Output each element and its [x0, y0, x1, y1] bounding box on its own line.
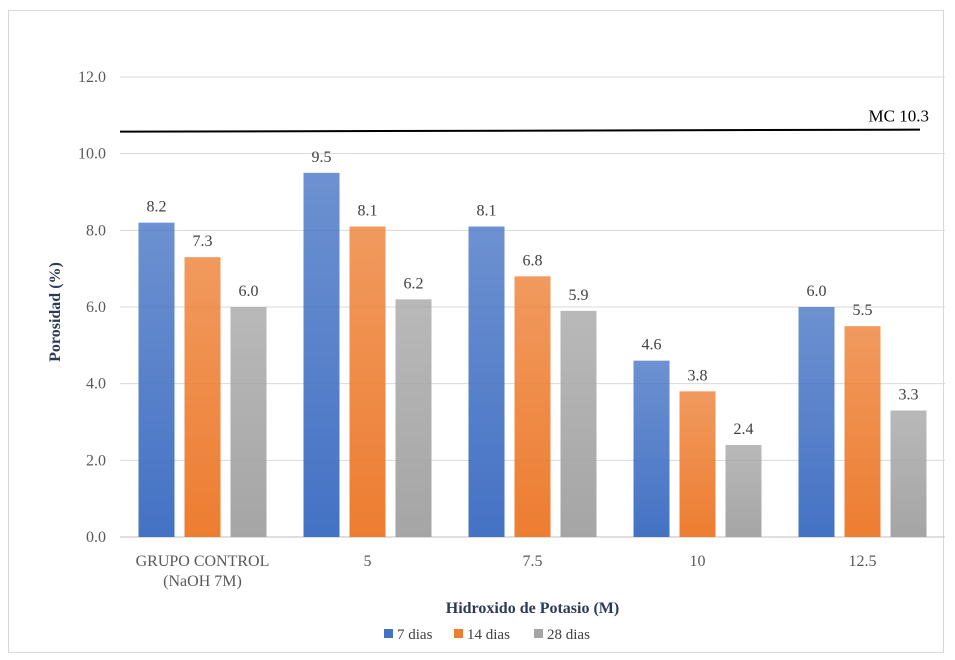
bar	[798, 307, 835, 537]
y-tick-label: 12.0	[78, 69, 106, 86]
bar	[303, 172, 340, 538]
bar	[725, 445, 762, 537]
data-label: 9.5	[312, 149, 332, 166]
data-label: 5.5	[853, 302, 873, 319]
data-label: 8.2	[147, 199, 167, 216]
x-tick-label: 10	[690, 553, 706, 570]
legend-swatch	[454, 629, 463, 638]
data-label: 8.1	[477, 203, 497, 220]
legend-swatch	[534, 629, 543, 638]
data-label: 2.4	[734, 421, 754, 438]
bar	[633, 360, 670, 537]
bar	[679, 391, 716, 537]
legend-label: 14 dias	[467, 627, 510, 643]
reference-line-label: MC 10.3	[869, 107, 929, 126]
x-tick-label: 7.5	[523, 553, 543, 570]
bar	[514, 276, 551, 537]
data-label: 3.3	[899, 387, 919, 404]
legend-label: 28 dias	[547, 627, 590, 643]
bar	[230, 307, 267, 537]
x-tick-label: (NaOH 7M)	[163, 573, 242, 590]
x-tick-label: 5	[364, 553, 372, 570]
bar	[138, 222, 175, 537]
x-tick-label: GRUPO CONTROL	[136, 553, 270, 570]
bar	[560, 310, 597, 537]
data-label: 6.2	[404, 275, 424, 292]
data-label: 4.6	[642, 337, 662, 354]
x-axis-title: Hidroxido de Potasio (M)	[446, 600, 619, 617]
y-tick-label: 4.0	[86, 376, 106, 393]
bar	[395, 299, 432, 537]
data-label: 8.1	[358, 203, 378, 220]
reference-line	[119, 128, 921, 133]
bar	[844, 326, 881, 537]
y-tick-label: 8.0	[86, 222, 106, 239]
data-label: 5.9	[569, 287, 589, 304]
y-axis-title: Porosidad (%)	[47, 262, 64, 362]
y-tick-label: 10.0	[78, 146, 106, 163]
legend-label: 7 dias	[397, 627, 433, 643]
x-tick-label: 12.5	[849, 553, 877, 570]
bar	[468, 226, 505, 537]
data-label: 6.8	[523, 252, 543, 269]
y-tick-label: 6.0	[86, 299, 106, 316]
y-tick-label: 2.0	[86, 452, 106, 469]
data-label: 3.8	[688, 367, 708, 384]
data-label: 6.0	[239, 283, 259, 300]
data-label: 6.0	[807, 283, 827, 300]
bar	[184, 257, 221, 537]
bar	[349, 226, 386, 537]
y-tick-label: 0.0	[86, 529, 106, 546]
legend-swatch	[384, 629, 393, 638]
bar	[890, 410, 927, 537]
data-label: 7.3	[193, 233, 213, 250]
